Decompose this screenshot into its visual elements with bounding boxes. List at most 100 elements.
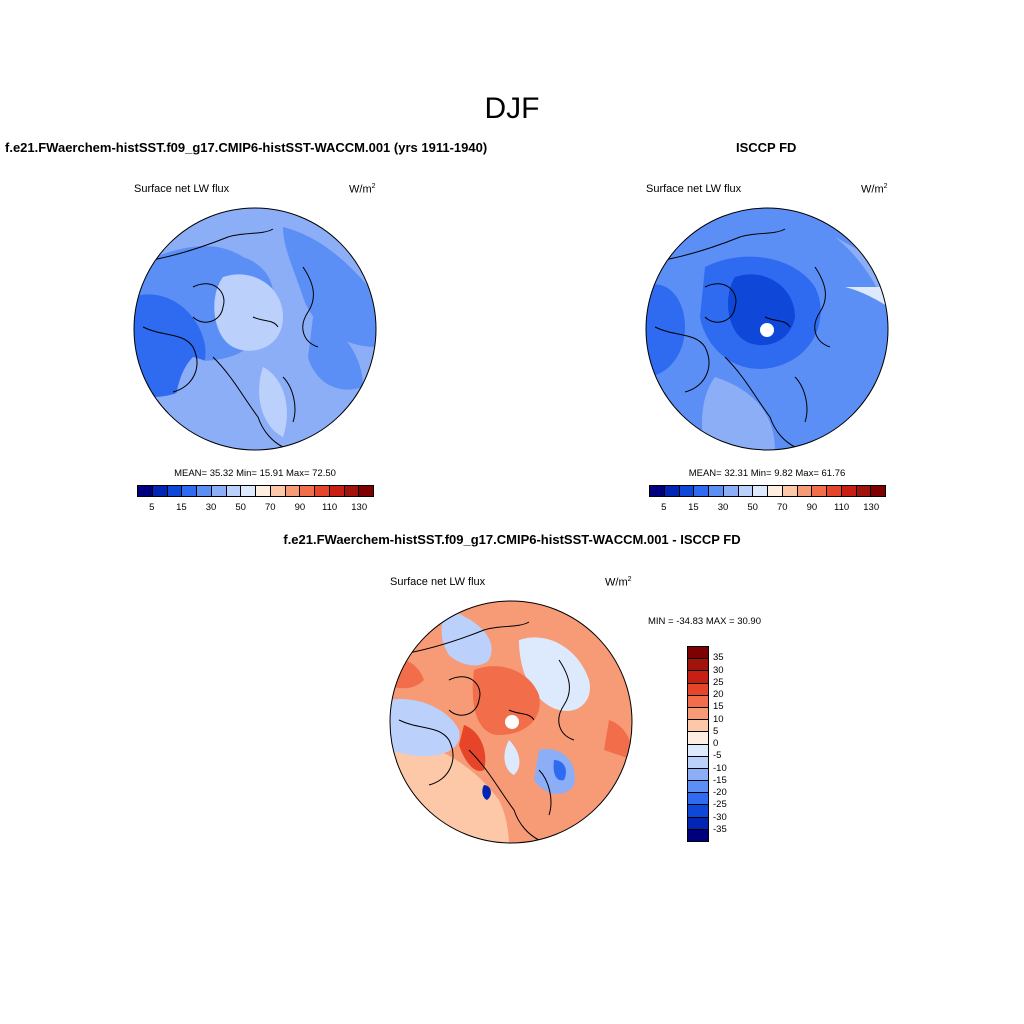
colorbar-swatch: [688, 817, 708, 830]
colorbar-swatch: [688, 756, 708, 769]
colorbar-swatch: [782, 486, 798, 496]
colorbar-tick-label: 50: [235, 502, 246, 513]
colorbar-swatch: [315, 486, 330, 496]
colorbar-tick-label: 5: [713, 725, 719, 737]
colorbar-swatch: [871, 486, 885, 496]
colorbar-swatch: [329, 486, 345, 496]
colorbar-tick-label: -25: [713, 799, 727, 811]
colorbar-swatch: [226, 486, 242, 496]
colorbar-swatch: [359, 486, 373, 496]
panel3-units: W/m2: [605, 576, 632, 589]
colorbar-swatch: [738, 486, 754, 496]
colorbar-swatch: [688, 659, 708, 672]
colorbar-tick-label: 90: [294, 502, 306, 513]
colorbar-tick-label: 50: [747, 502, 758, 513]
panel2-colorbar-ticks: 5 15 30 50 70 90 110 130: [649, 502, 886, 514]
panel1-polar-map: [133, 207, 377, 451]
colorbar-tick-label: 30: [717, 502, 729, 513]
colorbar-swatch: [182, 486, 197, 496]
colorbar-swatch: [688, 793, 708, 806]
colorbar-tick-label: 5: [149, 502, 155, 513]
colorbar-swatch: [211, 486, 227, 496]
panel3-variable-label: Surface net LW flux: [390, 576, 486, 588]
panel1-units: W/m2: [349, 183, 376, 196]
colorbar-swatch: [285, 486, 301, 496]
colorbar-swatch: [241, 486, 256, 496]
panel2-units: W/m2: [861, 183, 888, 196]
colorbar-swatch: [650, 486, 665, 496]
colorbar-tick-label: 15: [713, 701, 724, 713]
colorbar-swatch: [688, 720, 708, 733]
colorbar-swatch: [856, 486, 872, 496]
colorbar-swatch: [344, 486, 360, 496]
colorbar-tick-label: -5: [713, 750, 722, 762]
colorbar-swatch: [709, 486, 724, 496]
colorbar-tick-label: -35: [713, 823, 727, 835]
colorbar-tick-label: -20: [713, 787, 727, 798]
colorbar-tick-label: 70: [265, 502, 276, 513]
colorbar-tick-label: 70: [777, 502, 788, 513]
panel2-title: ISCCP FD: [736, 140, 797, 155]
panel2-colorbar: [649, 485, 886, 497]
colorbar-swatch: [694, 486, 709, 496]
colorbar-swatch: [197, 486, 212, 496]
colorbar-tick-label: 130: [351, 502, 368, 513]
colorbar-tick-label: 30: [713, 664, 724, 676]
colorbar-swatch: [688, 829, 708, 841]
colorbar-tick-label: 30: [205, 502, 217, 513]
colorbar-tick-label: 5: [661, 502, 667, 513]
colorbar-tick-label: 110: [833, 502, 850, 513]
colorbar-tick-label: 20: [713, 689, 724, 700]
panel1-variable-label: Surface net LW flux: [134, 183, 230, 195]
panel1-colorbar-ticks: 5 15 30 50 70 90 110 130: [137, 502, 374, 514]
colorbar-swatch: [152, 486, 168, 496]
colorbar-tick-label: -15: [713, 774, 727, 786]
colorbar-swatch: [841, 486, 857, 496]
colorbar-tick-label: -30: [713, 811, 727, 823]
colorbar-swatch: [753, 486, 768, 496]
panel2-stats: MEAN= 32.31 Min= 9.82 Max= 61.76: [688, 468, 846, 479]
panel3-colorbar-ticks: 35 30 25 20 15 10 5 0 -5 -10 -15 -20 -25 -30 -35: [713, 646, 753, 842]
colorbar-tick-label: 35: [713, 652, 724, 664]
colorbar-swatch: [723, 486, 739, 496]
colorbar-swatch: [688, 781, 708, 794]
colorbar-swatch: [688, 683, 708, 696]
colorbar-swatch: [300, 486, 315, 496]
colorbar-swatch: [167, 486, 183, 496]
panel1-stats: MEAN= 35.32 Min= 15.91 Max= 72.50: [174, 468, 336, 479]
panel3-polar-map: [389, 600, 633, 844]
colorbar-swatch: [688, 744, 708, 757]
panel2-variable-label: Surface net LW flux: [646, 183, 742, 195]
colorbar-swatch: [797, 486, 813, 496]
colorbar-swatch: [688, 732, 708, 745]
colorbar-swatch: [688, 671, 708, 684]
panel2-polar-map: [645, 207, 889, 451]
colorbar-swatch: [256, 486, 271, 496]
colorbar-swatch: [688, 805, 708, 818]
colorbar-swatch: [138, 486, 153, 496]
colorbar-tick-label: 10: [713, 713, 724, 725]
colorbar-swatch: [688, 768, 708, 782]
colorbar-swatch: [664, 486, 680, 496]
colorbar-tick-label: -10: [713, 762, 727, 774]
panel3-colorbar: [687, 646, 709, 842]
colorbar-swatch: [827, 486, 842, 496]
figure-title: DJF: [484, 92, 540, 125]
colorbar-tick-label: 90: [806, 502, 818, 513]
colorbar-swatch: [688, 647, 708, 660]
panel1-title: f.e21.FWaerchem-histSST.f09_g17.CMIP6-hi…: [5, 140, 488, 155]
colorbar-swatch: [768, 486, 783, 496]
colorbar-tick-label: 25: [713, 676, 724, 688]
colorbar-swatch: [270, 486, 286, 496]
colorbar-swatch: [688, 707, 708, 721]
colorbar-swatch: [812, 486, 827, 496]
colorbar-tick-label: 15: [176, 502, 187, 513]
panel3-stats: MIN = -34.83 MAX = 30.90: [648, 616, 762, 627]
colorbar-tick-label: 15: [688, 502, 699, 513]
colorbar-tick-label: 110: [321, 502, 338, 513]
colorbar-swatch: [679, 486, 695, 496]
colorbar-tick-label: 0: [713, 738, 719, 749]
panel1-colorbar: [137, 485, 374, 497]
panel3-title: f.e21.FWaerchem-histSST.f09_g17.CMIP6-hi…: [283, 532, 741, 547]
colorbar-tick-label: 130: [863, 502, 880, 513]
